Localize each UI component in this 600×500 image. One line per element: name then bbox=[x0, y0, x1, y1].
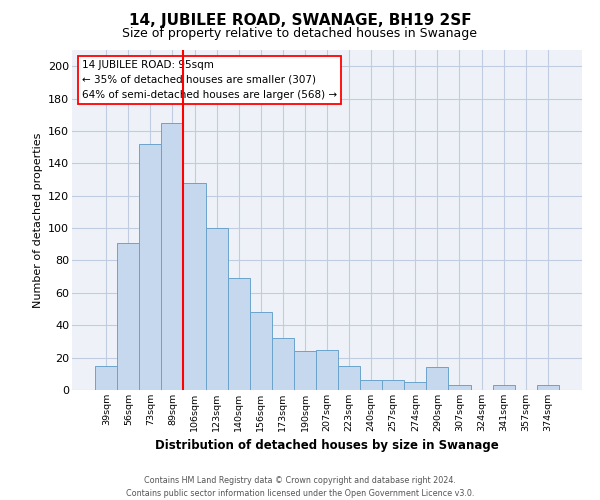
Bar bbox=[427, 368, 448, 390]
Bar bbox=[184, 183, 206, 390]
Text: Contains HM Land Registry data © Crown copyright and database right 2024.
Contai: Contains HM Land Registry data © Crown c… bbox=[126, 476, 474, 498]
X-axis label: Distribution of detached houses by size in Swanage: Distribution of detached houses by size … bbox=[155, 440, 499, 452]
Bar bbox=[448, 385, 470, 390]
Bar bbox=[493, 385, 515, 390]
Text: 14 JUBILEE ROAD: 95sqm
← 35% of detached houses are smaller (307)
64% of semi-de: 14 JUBILEE ROAD: 95sqm ← 35% of detached… bbox=[82, 60, 337, 100]
Bar bbox=[338, 366, 360, 390]
Y-axis label: Number of detached properties: Number of detached properties bbox=[32, 132, 43, 308]
Text: Size of property relative to detached houses in Swanage: Size of property relative to detached ho… bbox=[122, 28, 478, 40]
Bar bbox=[250, 312, 272, 390]
Bar bbox=[117, 242, 139, 390]
Bar bbox=[272, 338, 294, 390]
Bar bbox=[227, 278, 250, 390]
Bar bbox=[404, 382, 427, 390]
Bar bbox=[161, 123, 184, 390]
Bar bbox=[206, 228, 227, 390]
Bar bbox=[95, 366, 117, 390]
Bar bbox=[360, 380, 382, 390]
Bar bbox=[537, 385, 559, 390]
Text: 14, JUBILEE ROAD, SWANAGE, BH19 2SF: 14, JUBILEE ROAD, SWANAGE, BH19 2SF bbox=[128, 12, 472, 28]
Bar bbox=[294, 351, 316, 390]
Bar bbox=[382, 380, 404, 390]
Bar bbox=[139, 144, 161, 390]
Bar bbox=[316, 350, 338, 390]
